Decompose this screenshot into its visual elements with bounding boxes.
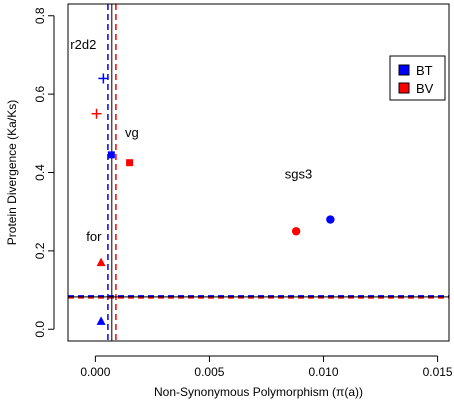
annotation-sgs3: sgs3 [285,166,312,181]
point-bt-sgs3 [326,215,335,224]
annotation-r2d2: r2d2 [70,37,96,52]
legend-label-bv: BV [416,81,434,96]
y-tick-label: 0.0 [33,321,47,338]
annotation-for: for [86,229,102,244]
gene-annotations: r2d2 vg sgs3 for [70,37,312,244]
point-bt-vg [107,151,115,159]
x-tick-label: 0.000 [80,365,110,379]
y-axis: 0.0 0.2 0.4 0.6 0.8 [33,7,55,338]
annotation-vg: vg [125,125,139,140]
point-bv-for [96,257,106,267]
x-axis: 0.000 0.005 0.010 0.015 [80,355,453,379]
legend-label-bt: BT [416,63,433,78]
legend-swatch-bv [398,82,410,94]
plot-frame [67,3,450,342]
chart-marks [91,73,335,325]
y-tick-label: 0.6 [33,85,47,102]
x-tick-label: 0.010 [309,365,339,379]
legend: BT BV [389,55,446,101]
y-axis-title: Protein Divergence (Ka/Ks) [5,100,19,245]
x-tick-label: 0.015 [423,365,453,379]
point-bt-r2d2 [98,73,109,84]
point-bv-r2d2 [91,108,102,119]
plot-area [68,4,449,341]
legend-swatch-bt [398,64,410,76]
y-tick-label: 0.4 [33,164,47,181]
point-bv-vg [126,159,134,167]
point-bv-sgs3 [291,227,301,236]
y-tick-label: 0.2 [33,242,47,259]
y-tick-label: 0.8 [33,7,47,24]
point-bt-for [96,316,106,325]
x-axis-title: Non-Synonymous Polymorphism (π(a)) [154,385,363,399]
x-tick-label: 0.005 [194,365,224,379]
